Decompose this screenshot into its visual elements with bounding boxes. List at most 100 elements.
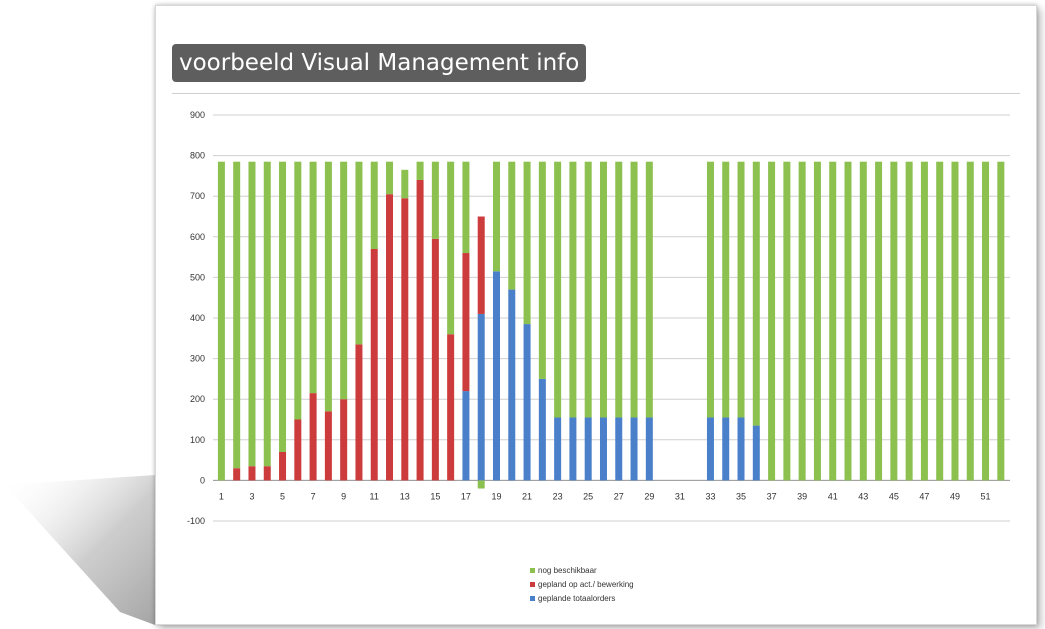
y-tick-label: 800 bbox=[190, 151, 205, 161]
x-tick-label: 19 bbox=[491, 491, 501, 501]
legend-label: nog beschikbaar bbox=[538, 566, 597, 575]
bar-segment bbox=[233, 468, 241, 481]
bar-segment bbox=[997, 161, 1005, 481]
bar-segment bbox=[492, 161, 500, 272]
bar-segment bbox=[569, 417, 577, 481]
bar-segment bbox=[783, 161, 791, 481]
bar-segment bbox=[768, 161, 776, 481]
x-tick-label: 11 bbox=[370, 491, 379, 501]
bar-segment bbox=[752, 161, 760, 426]
bar-segment bbox=[386, 161, 394, 195]
x-tick-label: 21 bbox=[522, 491, 532, 501]
title-divider bbox=[172, 93, 1020, 94]
bar-segment bbox=[523, 324, 531, 481]
bar-segment bbox=[523, 161, 531, 325]
bar-segment bbox=[416, 161, 424, 180]
bar-segment bbox=[462, 253, 470, 392]
x-tick-label: 29 bbox=[644, 491, 654, 501]
bar-segment bbox=[599, 161, 607, 418]
bar-segment bbox=[355, 161, 363, 345]
x-tick-label: 31 bbox=[675, 491, 685, 501]
bar-segment bbox=[462, 391, 470, 481]
x-tick-label: 33 bbox=[705, 491, 715, 501]
bar-segment bbox=[279, 451, 287, 481]
x-tick-label: 41 bbox=[828, 491, 838, 501]
x-tick-label: 5 bbox=[280, 491, 285, 501]
legend-swatch bbox=[530, 568, 535, 573]
legend-swatch bbox=[530, 596, 535, 601]
x-tick-label: 39 bbox=[797, 491, 807, 501]
bar-segment bbox=[263, 161, 271, 467]
bar-segment bbox=[859, 161, 867, 481]
bar-segment bbox=[569, 161, 577, 418]
bar-segment bbox=[706, 161, 714, 418]
bar-segment bbox=[630, 417, 638, 481]
bar-segment bbox=[248, 161, 256, 467]
x-tick-label: 1 bbox=[219, 491, 224, 501]
bar-segment bbox=[645, 417, 653, 481]
bar-segment bbox=[554, 417, 562, 481]
y-tick-label: 100 bbox=[190, 435, 205, 445]
bar-segment bbox=[615, 161, 623, 418]
bar-segment bbox=[508, 289, 516, 481]
bar-segment bbox=[630, 161, 638, 418]
legend: nog beschikbaar gepland op act./ bewerkin… bbox=[530, 566, 634, 603]
bar-segment bbox=[340, 399, 348, 481]
bar-segment bbox=[492, 271, 500, 481]
bar-segment bbox=[431, 238, 439, 481]
x-tick-label: 51 bbox=[981, 491, 991, 501]
legend-swatch bbox=[530, 582, 535, 587]
y-axis-ticks: 900 800 700 600 500 400 300 200 100 0 -100 bbox=[187, 110, 205, 526]
bar-segment bbox=[416, 179, 424, 481]
x-tick-label: 7 bbox=[311, 491, 316, 501]
bar-segment bbox=[829, 161, 837, 481]
bar-segment bbox=[920, 161, 928, 481]
x-tick-label: 49 bbox=[950, 491, 960, 501]
bar-segment bbox=[294, 419, 302, 481]
bars bbox=[217, 161, 1005, 489]
bar-segment bbox=[752, 425, 760, 481]
bar-segment bbox=[737, 161, 745, 418]
y-tick-label: 500 bbox=[190, 272, 205, 282]
bar-segment bbox=[477, 216, 485, 314]
y-tick-label: 600 bbox=[190, 232, 205, 242]
bar-segment bbox=[813, 161, 821, 481]
y-tick-label: 700 bbox=[190, 191, 205, 201]
bar-segment bbox=[798, 161, 806, 481]
bar-segment bbox=[340, 161, 348, 400]
bar-segment bbox=[386, 194, 394, 481]
bar-segment bbox=[722, 417, 730, 481]
bar-segment bbox=[401, 198, 409, 481]
legend-label: geplande totaalorders bbox=[538, 594, 615, 603]
bar-segment bbox=[584, 161, 592, 418]
slide-card bbox=[155, 5, 1037, 625]
bar-segment bbox=[477, 480, 485, 489]
bar-segment bbox=[309, 161, 317, 394]
bar-segment bbox=[982, 161, 990, 481]
bar-segment bbox=[584, 417, 592, 481]
x-tick-label: 45 bbox=[889, 491, 899, 501]
y-tick-label: 900 bbox=[190, 110, 205, 120]
x-tick-label: 23 bbox=[553, 491, 563, 501]
bar-segment bbox=[905, 161, 913, 481]
bar-segment bbox=[233, 161, 241, 469]
x-tick-label: 9 bbox=[341, 491, 346, 501]
y-tick-label: 200 bbox=[190, 394, 205, 404]
bar-segment bbox=[538, 161, 546, 379]
x-tick-label: 25 bbox=[583, 491, 593, 501]
y-tick-label: -100 bbox=[187, 516, 205, 526]
bar-segment bbox=[309, 393, 317, 481]
bar-segment bbox=[401, 169, 409, 199]
bar-segment bbox=[279, 161, 287, 452]
bar-segment bbox=[217, 161, 225, 481]
x-tick-label: 3 bbox=[249, 491, 254, 501]
bar-segment bbox=[248, 466, 256, 481]
x-tick-label: 35 bbox=[736, 491, 746, 501]
bar-segment bbox=[477, 313, 485, 481]
bar-segment bbox=[538, 378, 546, 481]
bar-segment bbox=[355, 344, 363, 481]
bar-segment bbox=[936, 161, 944, 481]
bar-segment bbox=[294, 161, 302, 420]
